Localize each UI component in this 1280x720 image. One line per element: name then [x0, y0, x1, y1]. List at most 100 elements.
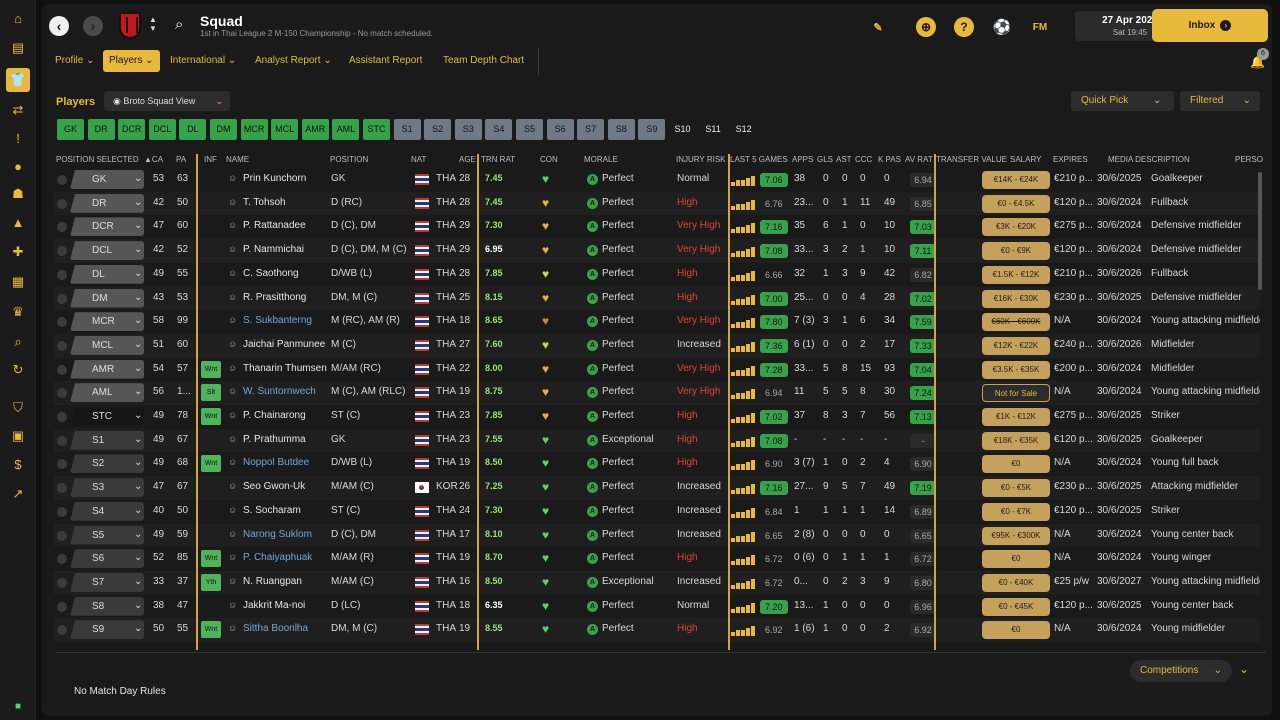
collapse-chevron-icon[interactable]: ⌄ [1239, 662, 1250, 676]
tab-assistant-report[interactable]: Assistant Report [349, 55, 423, 66]
finances-nav-icon[interactable]: $ [14, 456, 22, 472]
selection-dot[interactable] [57, 388, 67, 399]
player-name[interactable]: N. Ruangpan [243, 575, 302, 587]
position-slot-s12[interactable]: S12 [735, 124, 752, 134]
position-slot-s4[interactable]: S4 [485, 119, 513, 140]
table-row[interactable]: S6 ⌄ 52 85 Wnt ☺ P. Chaiyaphuak M/AM (R) THA 19 8.… [54, 547, 1260, 571]
col-con[interactable]: CON [540, 155, 558, 164]
tab-international[interactable]: International ⌄ [170, 55, 237, 66]
col-inf[interactable]: INF [204, 155, 217, 164]
transfer-value[interactable]: €16K - €30K [982, 289, 1050, 308]
table-row[interactable]: S5 ⌄ 49 59 ☺ Narong Suklom D (C), DM THA 17 8.10 ♥… [54, 523, 1260, 548]
medical-nav-icon[interactable]: ✚ [12, 244, 24, 259]
position-selector[interactable]: S5 [70, 525, 144, 545]
position-selector[interactable]: S8 [70, 596, 144, 616]
col-avrat[interactable]: AV RAT [905, 155, 933, 164]
table-row[interactable]: S7 ⌄ 33 37 Yth ☺ N. Ruangpan M/AM (C) THA 16 8.50 ♥… [54, 570, 1260, 595]
position-selector[interactable]: DL [70, 264, 144, 284]
position-selector[interactable]: MCL [70, 335, 144, 355]
selection-dot[interactable] [57, 530, 67, 541]
table-row[interactable]: S1 ⌄ 49 67 ☺ P. Prathumma GK THA 23 7.55 ♥ A Excepti… [54, 428, 1260, 453]
player-name[interactable]: Prin Kunchorn [243, 173, 307, 184]
col-last5[interactable]: LAST 5 GAMES [730, 155, 788, 164]
position-slot-s3[interactable]: S3 [454, 119, 482, 140]
table-row[interactable]: S8 ⌄ 38 47 ☺ Jakkrit Ma-noi D (LC) THA 18 6.35 ♥ A P… [54, 595, 1260, 619]
position-selector[interactable]: AMR [70, 359, 144, 379]
player-name[interactable]: S. Socharam [243, 504, 301, 516]
selection-dot[interactable] [57, 175, 67, 185]
table-row[interactable]: STC ⌄ 49 78 Wnt ☺ P. Chainarong ST (C) THA 23 7.85… [54, 405, 1260, 429]
selection-dot[interactable] [57, 340, 67, 351]
position-selector[interactable]: STC [70, 407, 144, 426]
schedule-nav-icon[interactable]: ▦ [11, 274, 25, 289]
position-slot-s6[interactable]: S6 [546, 119, 574, 140]
position-slot-aml[interactable]: AML [332, 119, 360, 140]
player-name[interactable]: R. Prasitthong [243, 291, 307, 303]
globe-icon[interactable]: ⊕ [916, 17, 936, 37]
search-nav-icon[interactable]: ⌕ [14, 334, 22, 349]
transfer-value[interactable]: €1.5K - €12K [982, 265, 1050, 284]
position-selector[interactable]: S1 [70, 430, 144, 450]
col-pa[interactable]: PA [176, 155, 187, 164]
col-injury-risk[interactable]: INJURY RISK [676, 155, 726, 164]
table-row[interactable]: S9 ⌄ 50 55 Wnt ☺ Sittha Boonlha DM, M (C) THA 19 8… [54, 618, 1260, 642]
col-expires[interactable]: EXPIRES [1053, 155, 1088, 164]
col-apps[interactable]: APPS [792, 155, 814, 164]
transfer-value[interactable]: €18K - €35K [982, 431, 1050, 450]
position-slot-s7[interactable]: S7 [577, 119, 605, 140]
position-slot-dcl[interactable]: DCL [148, 119, 176, 140]
position-selector[interactable]: DR [70, 193, 144, 213]
position-slot-dcr[interactable]: DCR [118, 119, 146, 140]
player-name[interactable]: Jaichai Panmunee [243, 338, 326, 350]
transfer-value[interactable]: €1K - €12K [982, 408, 1050, 426]
position-selector[interactable]: AML [70, 383, 144, 403]
quick-pick-button[interactable]: Quick Pick [1071, 91, 1147, 111]
selection-dot[interactable] [57, 506, 67, 517]
player-name[interactable]: P. Chainarong [243, 410, 306, 421]
inbox-button[interactable]: Inbox › [1152, 9, 1268, 42]
club-nav-icon[interactable]: ⛉ [13, 400, 23, 415]
transfer-value[interactable]: €14K - €24K [982, 171, 1050, 189]
position-selector[interactable]: DM [70, 288, 144, 308]
transfer-value[interactable]: €0 [982, 550, 1050, 569]
tab-analyst-report[interactable]: Analyst Report ⌄ [255, 55, 332, 66]
table-row[interactable]: DL ⌄ 49 55 ☺ C. Saothong D/WB (L) THA 28 7.85 ♥ A Pe… [54, 263, 1260, 287]
player-name[interactable]: Thanarin Thumsen [243, 362, 327, 374]
transfer-value[interactable]: €0 - €7K [982, 502, 1050, 521]
selection-dot[interactable] [57, 364, 67, 375]
trophy-nav-icon[interactable]: ♛ [12, 304, 24, 319]
transfer-value[interactable]: €60K - €600K [982, 313, 1050, 332]
transfer-value[interactable]: €0 - €4.5K [982, 194, 1050, 213]
col-ccc[interactable]: CCC [855, 155, 873, 164]
player-name[interactable]: C. Saothong [243, 267, 299, 279]
selection-dot[interactable] [57, 577, 67, 588]
position-slot-dr[interactable]: DR [87, 119, 115, 140]
tab-players[interactable]: Players ⌄ [103, 50, 160, 72]
refresh-nav-icon[interactable]: ↻ [12, 362, 24, 377]
transfers-nav-icon[interactable]: ⇄ [12, 102, 24, 117]
table-row[interactable]: DCL ⌄ 42 52 ☺ P. Nammichai D (C), DM, M (C) THA… [54, 239, 1260, 263]
transfer-value[interactable]: €0 [982, 455, 1050, 474]
position-slot-s1[interactable]: S1 [393, 119, 421, 140]
player-name[interactable]: S. Sukbanterng [243, 315, 312, 327]
selection-dot[interactable] [57, 222, 67, 233]
position-slot-s2[interactable]: S2 [424, 119, 452, 140]
table-row[interactable]: DR ⌄ 42 50 ☺ T. Tohsoh D (RC) THA 28 7.45 ♥ A Perfec… [54, 191, 1260, 216]
table-row[interactable]: S4 ⌄ 40 50 ☺ S. Socharam ST (C) THA 24 7.30 ♥ A Perf… [54, 500, 1260, 524]
position-selector[interactable]: GK [70, 170, 144, 189]
selection-dot[interactable] [57, 412, 67, 422]
table-row[interactable]: AML ⌄ 56 1... Slt ☺ W. Suntornwech M (C), AM (R… [54, 381, 1260, 405]
position-slot-s10[interactable]: S10 [674, 124, 691, 134]
table-row[interactable]: S3 ⌄ 47 67 ☺ Seo Gwon-Uk M/AM (C) KOR 26 7.25 ♥ A Pe… [54, 476, 1260, 500]
selection-dot[interactable] [57, 554, 67, 565]
col-nat[interactable]: NAT [411, 155, 427, 164]
selection-dot[interactable] [57, 269, 67, 280]
quick-pick-dropdown[interactable]: ⌄ [1142, 91, 1174, 111]
col-ca[interactable]: ▲CA [144, 155, 164, 164]
col-ast[interactable]: AST [836, 155, 852, 164]
fm-logo[interactable]: FM [1032, 21, 1048, 33]
scouting-nav-icon[interactable]: ! [16, 130, 20, 146]
player-name[interactable]: Narong Suklom [243, 528, 312, 540]
selection-dot[interactable] [57, 483, 67, 494]
position-slot-gk[interactable]: GK [57, 119, 84, 140]
